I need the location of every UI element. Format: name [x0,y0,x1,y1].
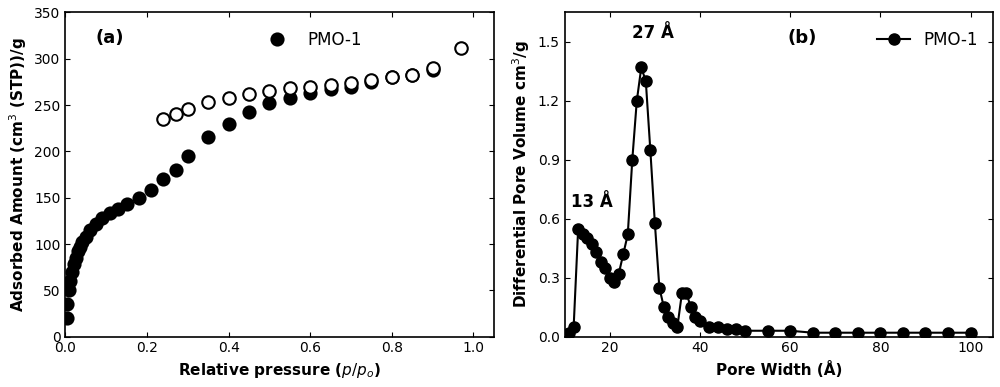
Point [168,111,184,117]
Text: (a): (a) [95,29,124,47]
Point [200,134,216,140]
Point [131,195,147,201]
Point [64,269,80,275]
Point [453,45,469,51]
Point [200,99,216,105]
Point [143,187,159,194]
Point [66,261,82,267]
Point [343,84,359,90]
Point [282,85,298,91]
Point [82,227,98,233]
Point [384,74,400,80]
Point [282,94,298,101]
Point [68,255,84,261]
Point [425,67,441,73]
Point [72,244,88,250]
Y-axis label: Differential Pore Volume cm$^3$/g: Differential Pore Volume cm$^3$/g [511,41,532,308]
Point [404,72,420,78]
Point [74,239,90,245]
X-axis label: Relative pressure ($p/p_o$): Relative pressure ($p/p_o$) [178,361,381,380]
Point [155,176,171,182]
Point [425,65,441,71]
Point [323,82,339,88]
Point [70,248,86,255]
Point [261,88,277,94]
Point [221,94,237,101]
Point [363,79,379,85]
Point [168,167,184,173]
Point [323,86,339,92]
Point [59,301,75,307]
Text: 13 Å: 13 Å [571,193,613,211]
Point [343,80,359,86]
Text: 27 Å: 27 Å [632,24,674,42]
Point [241,110,257,116]
Point [180,153,196,159]
Point [384,74,400,80]
Point [221,120,237,127]
Point [261,100,277,106]
Point [88,221,104,227]
Legend: PMO-1: PMO-1 [254,24,368,55]
Point [94,215,110,221]
Y-axis label: Adsorbed Amount (cm$^3$ (STP))/g: Adsorbed Amount (cm$^3$ (STP))/g [7,37,29,312]
Point [241,91,257,97]
Text: (b): (b) [787,29,817,47]
Point [78,233,94,240]
Point [302,84,318,90]
Point [102,211,118,217]
Point [59,315,75,321]
Point [110,206,126,212]
Point [155,116,171,122]
Legend: PMO-1: PMO-1 [870,24,985,55]
X-axis label: Pore Width (Å): Pore Width (Å) [716,361,842,378]
Point [119,201,135,207]
Point [363,77,379,83]
Point [61,287,77,293]
Point [180,106,196,112]
Point [404,72,420,78]
Point [302,90,318,96]
Point [62,278,78,284]
